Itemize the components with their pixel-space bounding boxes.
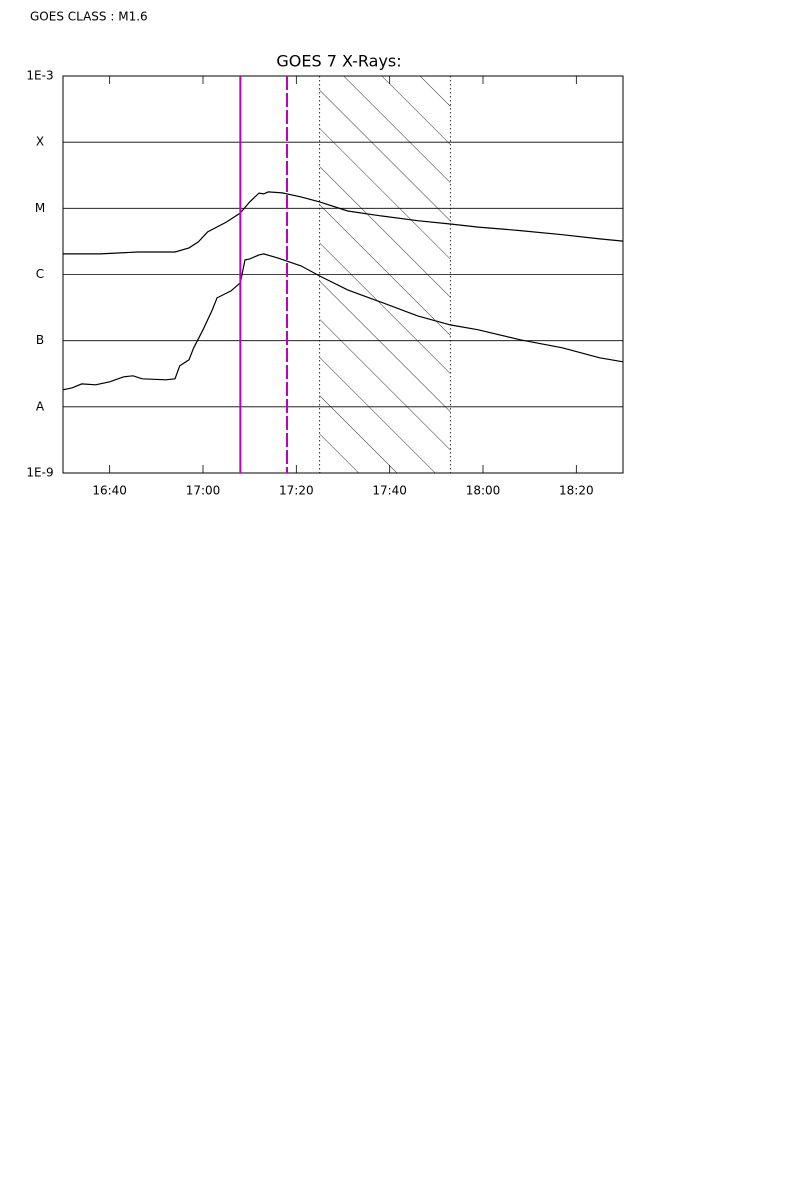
y-tick-label: A: [36, 399, 45, 413]
y-tick-label: X: [36, 135, 44, 149]
y-tick-label: 1E-3: [26, 69, 53, 83]
y-tick-label: 1E-9: [26, 466, 53, 480]
x-tick-label: 17:40: [372, 484, 407, 498]
chart-title: GOES 7 X-Rays:: [276, 52, 401, 71]
y-tick-label: B: [36, 333, 44, 347]
y-tick-label: C: [36, 267, 44, 281]
x-tick-label: 18:20: [559, 484, 594, 498]
flux-line: [63, 191, 624, 255]
x-tick-label: 18:00: [466, 484, 501, 498]
annotation: GOES CLASS : M1.6: [30, 10, 148, 24]
y-tick-label: M: [35, 201, 45, 215]
x-tick-label: 16:40: [92, 484, 127, 498]
plot-frame: [62, 75, 624, 474]
x-tick-label: 17:00: [186, 484, 221, 498]
x-tick-label: 17:20: [279, 484, 314, 498]
flux-line: [62, 253, 624, 391]
